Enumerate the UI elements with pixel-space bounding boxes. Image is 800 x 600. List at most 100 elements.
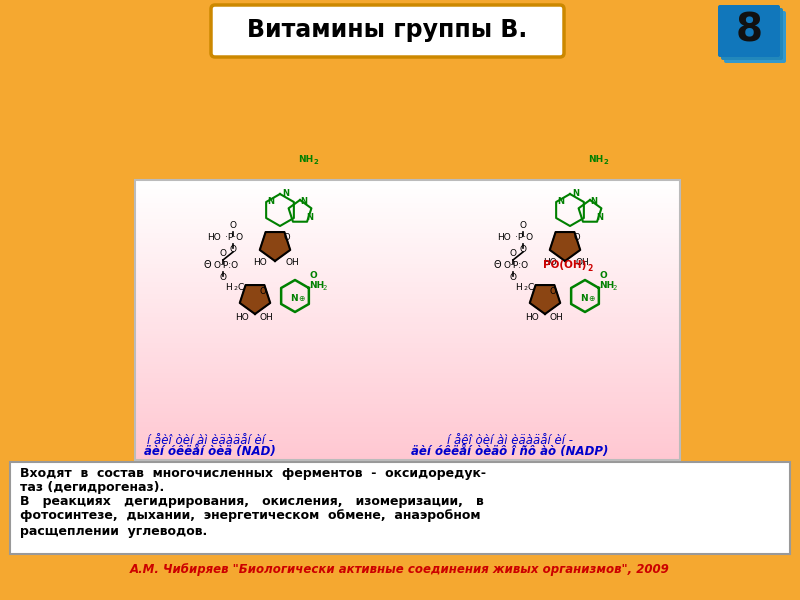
Bar	[135, 310, 680, 313]
Bar	[135, 273, 680, 275]
Bar	[135, 359, 680, 362]
Bar	[135, 427, 680, 430]
Bar	[135, 368, 680, 371]
Bar	[135, 415, 680, 418]
Bar	[135, 303, 680, 306]
Text: 2: 2	[613, 285, 618, 291]
Bar	[135, 418, 680, 421]
Bar	[135, 336, 680, 338]
Text: Входят  в  состав  многочисленных  ферментов  -  оксидоредук-: Входят в состав многочисленных ферментов…	[20, 467, 486, 479]
Text: N: N	[596, 213, 603, 222]
Text: O: O	[220, 273, 227, 282]
Bar	[135, 196, 680, 199]
Text: 2: 2	[314, 159, 318, 165]
Bar	[135, 443, 680, 446]
Text: O: O	[260, 287, 266, 296]
Bar	[135, 378, 680, 380]
Bar	[135, 205, 680, 208]
Bar	[135, 208, 680, 211]
Bar	[135, 352, 680, 355]
Bar	[135, 242, 680, 245]
Text: O: O	[573, 233, 580, 242]
Text: Θ: Θ	[493, 260, 501, 270]
Bar	[135, 387, 680, 390]
Bar	[135, 259, 680, 262]
Bar	[135, 345, 680, 348]
Text: O: O	[599, 271, 606, 280]
Bar	[135, 200, 680, 203]
Text: O: O	[230, 221, 237, 230]
Bar	[135, 436, 680, 439]
Bar	[135, 231, 680, 233]
Text: H: H	[225, 283, 232, 292]
Text: C: C	[238, 283, 244, 292]
Bar	[135, 277, 680, 280]
Bar	[135, 425, 680, 427]
Text: O: O	[283, 233, 290, 242]
Bar	[135, 455, 680, 458]
Polygon shape	[530, 285, 560, 314]
Text: ·P·O: ·P·O	[225, 233, 243, 242]
Bar	[135, 364, 680, 367]
Bar	[135, 229, 680, 232]
Bar	[135, 305, 680, 308]
Text: HO: HO	[497, 233, 510, 242]
Bar	[135, 179, 680, 182]
FancyBboxPatch shape	[10, 462, 790, 554]
Text: HO: HO	[235, 313, 249, 322]
Bar	[135, 397, 680, 400]
Bar	[135, 263, 680, 266]
Text: OH: OH	[260, 313, 274, 322]
Bar	[135, 341, 680, 343]
Text: äèí óêëåí òèä (NAD): äèí óêëåí òèä (NAD)	[144, 445, 276, 458]
Text: Θ: Θ	[203, 260, 210, 270]
Bar	[135, 357, 680, 359]
Bar	[135, 406, 680, 409]
Text: äèí óêëåí òèäô î ñô àò (NADP): äèí óêëåí òèäô î ñô àò (NADP)	[411, 445, 609, 458]
Text: N: N	[557, 197, 564, 206]
Bar	[135, 385, 680, 388]
Bar	[135, 210, 680, 212]
Bar	[135, 287, 680, 290]
Text: O: O	[520, 245, 527, 254]
Text: фотосинтезе,  дыхании,  энергетическом  обмене,  анаэробном: фотосинтезе, дыхании, энергетическом обм…	[20, 509, 481, 523]
Polygon shape	[240, 285, 270, 314]
Bar	[135, 361, 680, 364]
Bar	[135, 313, 680, 316]
Text: HO: HO	[253, 258, 266, 267]
Bar	[135, 268, 680, 271]
Text: H: H	[515, 283, 522, 292]
Bar	[135, 403, 680, 406]
Bar	[135, 448, 680, 451]
Bar	[135, 184, 680, 187]
Text: таз (дегидрогеназ).: таз (дегидрогеназ).	[20, 481, 164, 493]
Bar	[135, 219, 680, 222]
Bar	[135, 320, 680, 322]
Text: O: O	[309, 271, 317, 280]
FancyBboxPatch shape	[211, 5, 564, 57]
Text: O: O	[230, 245, 237, 254]
Text: 2: 2	[323, 285, 327, 291]
Bar	[135, 217, 680, 220]
Bar	[135, 254, 680, 257]
Bar	[135, 401, 680, 404]
Bar	[135, 452, 680, 455]
Text: 2: 2	[523, 286, 527, 291]
Bar	[135, 420, 680, 422]
Bar	[135, 257, 680, 259]
Bar	[135, 326, 680, 329]
Bar	[135, 380, 680, 383]
Text: Витамины группы В.: Витамины группы В.	[247, 18, 527, 42]
Text: O: O	[520, 221, 527, 230]
Bar	[135, 350, 680, 353]
Bar	[135, 298, 680, 301]
Text: HO: HO	[207, 233, 221, 242]
Bar	[135, 355, 680, 358]
Text: OH: OH	[285, 258, 298, 267]
Text: N: N	[572, 189, 579, 198]
Text: O: O	[510, 273, 517, 282]
Bar	[135, 252, 680, 254]
Text: 2: 2	[233, 286, 237, 291]
Text: N: N	[290, 294, 298, 303]
Text: ⊕: ⊕	[588, 294, 594, 303]
